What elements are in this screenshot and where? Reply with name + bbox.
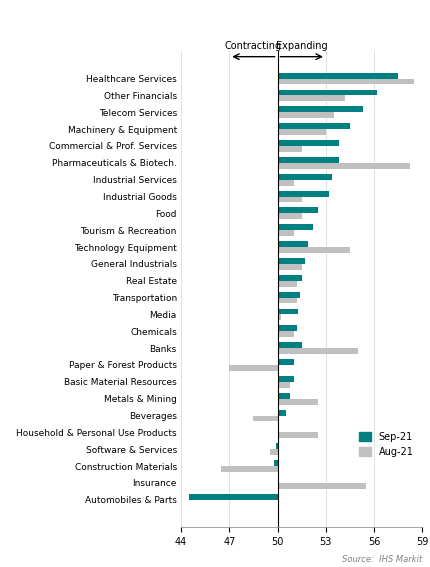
Bar bbox=[277, 348, 357, 354]
Bar bbox=[277, 90, 376, 95]
Bar bbox=[277, 331, 293, 337]
Bar bbox=[277, 146, 301, 152]
Bar bbox=[269, 449, 277, 455]
Bar bbox=[189, 494, 277, 500]
Bar bbox=[277, 399, 317, 405]
Bar bbox=[277, 291, 299, 298]
Bar bbox=[274, 460, 277, 466]
Bar bbox=[277, 208, 317, 213]
Bar bbox=[277, 315, 280, 320]
Bar bbox=[277, 426, 279, 433]
Bar bbox=[277, 477, 279, 483]
Bar bbox=[277, 281, 296, 287]
Bar bbox=[277, 107, 362, 112]
Bar bbox=[277, 241, 307, 247]
Bar bbox=[277, 140, 338, 146]
Bar bbox=[277, 376, 293, 382]
Bar bbox=[277, 325, 296, 331]
Bar bbox=[277, 409, 285, 416]
Bar bbox=[277, 247, 349, 253]
Bar bbox=[277, 191, 328, 197]
Bar bbox=[277, 123, 349, 129]
Bar bbox=[277, 359, 293, 365]
Bar bbox=[277, 95, 344, 101]
Bar bbox=[277, 225, 312, 230]
Bar bbox=[277, 230, 293, 236]
Bar bbox=[277, 433, 317, 438]
Bar bbox=[277, 264, 301, 270]
Text: Expanding: Expanding bbox=[275, 41, 327, 51]
Bar bbox=[277, 112, 333, 118]
Text: Contracting: Contracting bbox=[224, 41, 281, 51]
Legend: Sep-21, Aug-21: Sep-21, Aug-21 bbox=[355, 428, 417, 460]
Bar bbox=[277, 382, 290, 388]
Bar bbox=[277, 180, 293, 185]
Bar bbox=[277, 129, 325, 135]
Bar bbox=[277, 342, 301, 348]
Bar bbox=[277, 79, 413, 84]
Bar bbox=[277, 308, 298, 315]
Bar bbox=[277, 298, 296, 303]
Bar bbox=[277, 163, 408, 169]
Bar bbox=[277, 213, 301, 219]
Bar bbox=[277, 393, 290, 399]
Bar bbox=[277, 197, 301, 202]
Bar bbox=[277, 275, 301, 281]
Bar bbox=[275, 443, 277, 449]
Bar bbox=[253, 416, 277, 421]
Bar bbox=[277, 174, 332, 180]
Bar bbox=[221, 466, 277, 472]
Bar bbox=[277, 73, 397, 79]
Bar bbox=[277, 157, 338, 163]
Text: Source:  IHS Markit: Source: IHS Markit bbox=[341, 555, 421, 564]
Bar bbox=[277, 483, 365, 489]
Bar bbox=[229, 365, 277, 371]
Bar bbox=[277, 258, 304, 264]
